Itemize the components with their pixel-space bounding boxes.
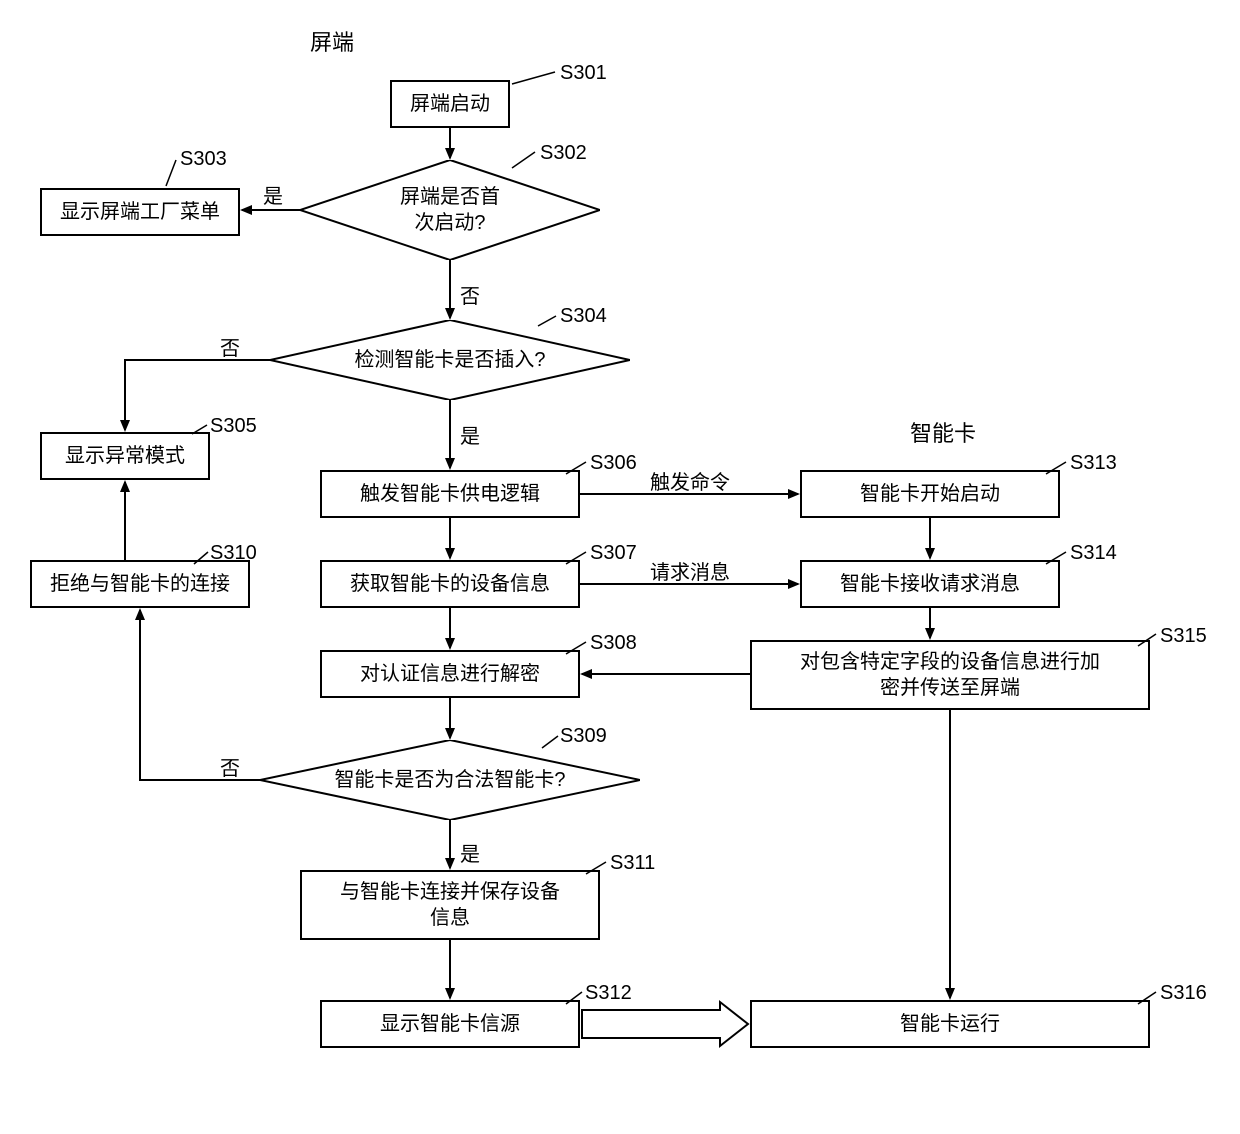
step-s303: S303 bbox=[180, 148, 227, 171]
node-s305: 显示异常模式 bbox=[40, 432, 210, 480]
node-s307: 获取智能卡的设备信息 bbox=[320, 560, 580, 608]
node-s309: 智能卡是否为合法智能卡? bbox=[260, 740, 640, 820]
step-s315: S315 bbox=[1160, 625, 1207, 648]
step-s305: S305 bbox=[210, 415, 257, 438]
step-s312: S312 bbox=[585, 982, 632, 1005]
step-s307: S307 bbox=[590, 542, 637, 565]
header-left: 屏端 bbox=[310, 25, 354, 57]
step-s306: S306 bbox=[590, 452, 637, 475]
node-s308: 对认证信息进行解密 bbox=[320, 650, 580, 698]
step-s309: S309 bbox=[560, 725, 607, 748]
node-s302: 屏端是否首次启动? bbox=[300, 160, 600, 260]
node-s314: 智能卡接收请求消息 bbox=[800, 560, 1060, 608]
step-s301: S301 bbox=[560, 62, 607, 85]
edge-label-trigger: 触发命令 bbox=[650, 466, 730, 495]
node-s310: 拒绝与智能卡的连接 bbox=[30, 560, 250, 608]
edge-label-no1: 否 bbox=[460, 280, 480, 309]
edge-label-no3: 否 bbox=[220, 752, 240, 781]
node-s315: 对包含特定字段的设备信息进行加密并传送至屏端 bbox=[750, 640, 1150, 710]
node-s304: 检测智能卡是否插入? bbox=[270, 320, 630, 400]
step-s308: S308 bbox=[590, 632, 637, 655]
step-s311: S311 bbox=[610, 852, 655, 875]
header-right: 智能卡 bbox=[910, 416, 976, 448]
step-s313: S313 bbox=[1070, 452, 1117, 475]
node-s301: 屏端启动 bbox=[390, 80, 510, 128]
flowchart-canvas: 屏端 智能卡 屏端启动 显示屏端工厂菜单 显示异常模式 触发智能卡供电逻辑 获取… bbox=[0, 0, 1240, 1134]
edge-label-yes2: 是 bbox=[460, 420, 480, 449]
edge-label-yes3: 是 bbox=[460, 838, 480, 867]
step-s304: S304 bbox=[560, 305, 607, 328]
edge-label-yes1: 是 bbox=[263, 180, 283, 209]
node-s316: 智能卡运行 bbox=[750, 1000, 1150, 1048]
node-s313: 智能卡开始启动 bbox=[800, 470, 1060, 518]
step-s314: S314 bbox=[1070, 542, 1117, 565]
step-s316: S316 bbox=[1160, 982, 1207, 1005]
edge-label-no2: 否 bbox=[220, 332, 240, 361]
node-s306: 触发智能卡供电逻辑 bbox=[320, 470, 580, 518]
step-s310: S310 bbox=[210, 542, 257, 565]
node-s303: 显示屏端工厂菜单 bbox=[40, 188, 240, 236]
edge-label-request: 请求消息 bbox=[650, 556, 730, 585]
node-s312: 显示智能卡信源 bbox=[320, 1000, 580, 1048]
node-s311: 与智能卡连接并保存设备信息 bbox=[300, 870, 600, 940]
step-s302: S302 bbox=[540, 142, 587, 165]
